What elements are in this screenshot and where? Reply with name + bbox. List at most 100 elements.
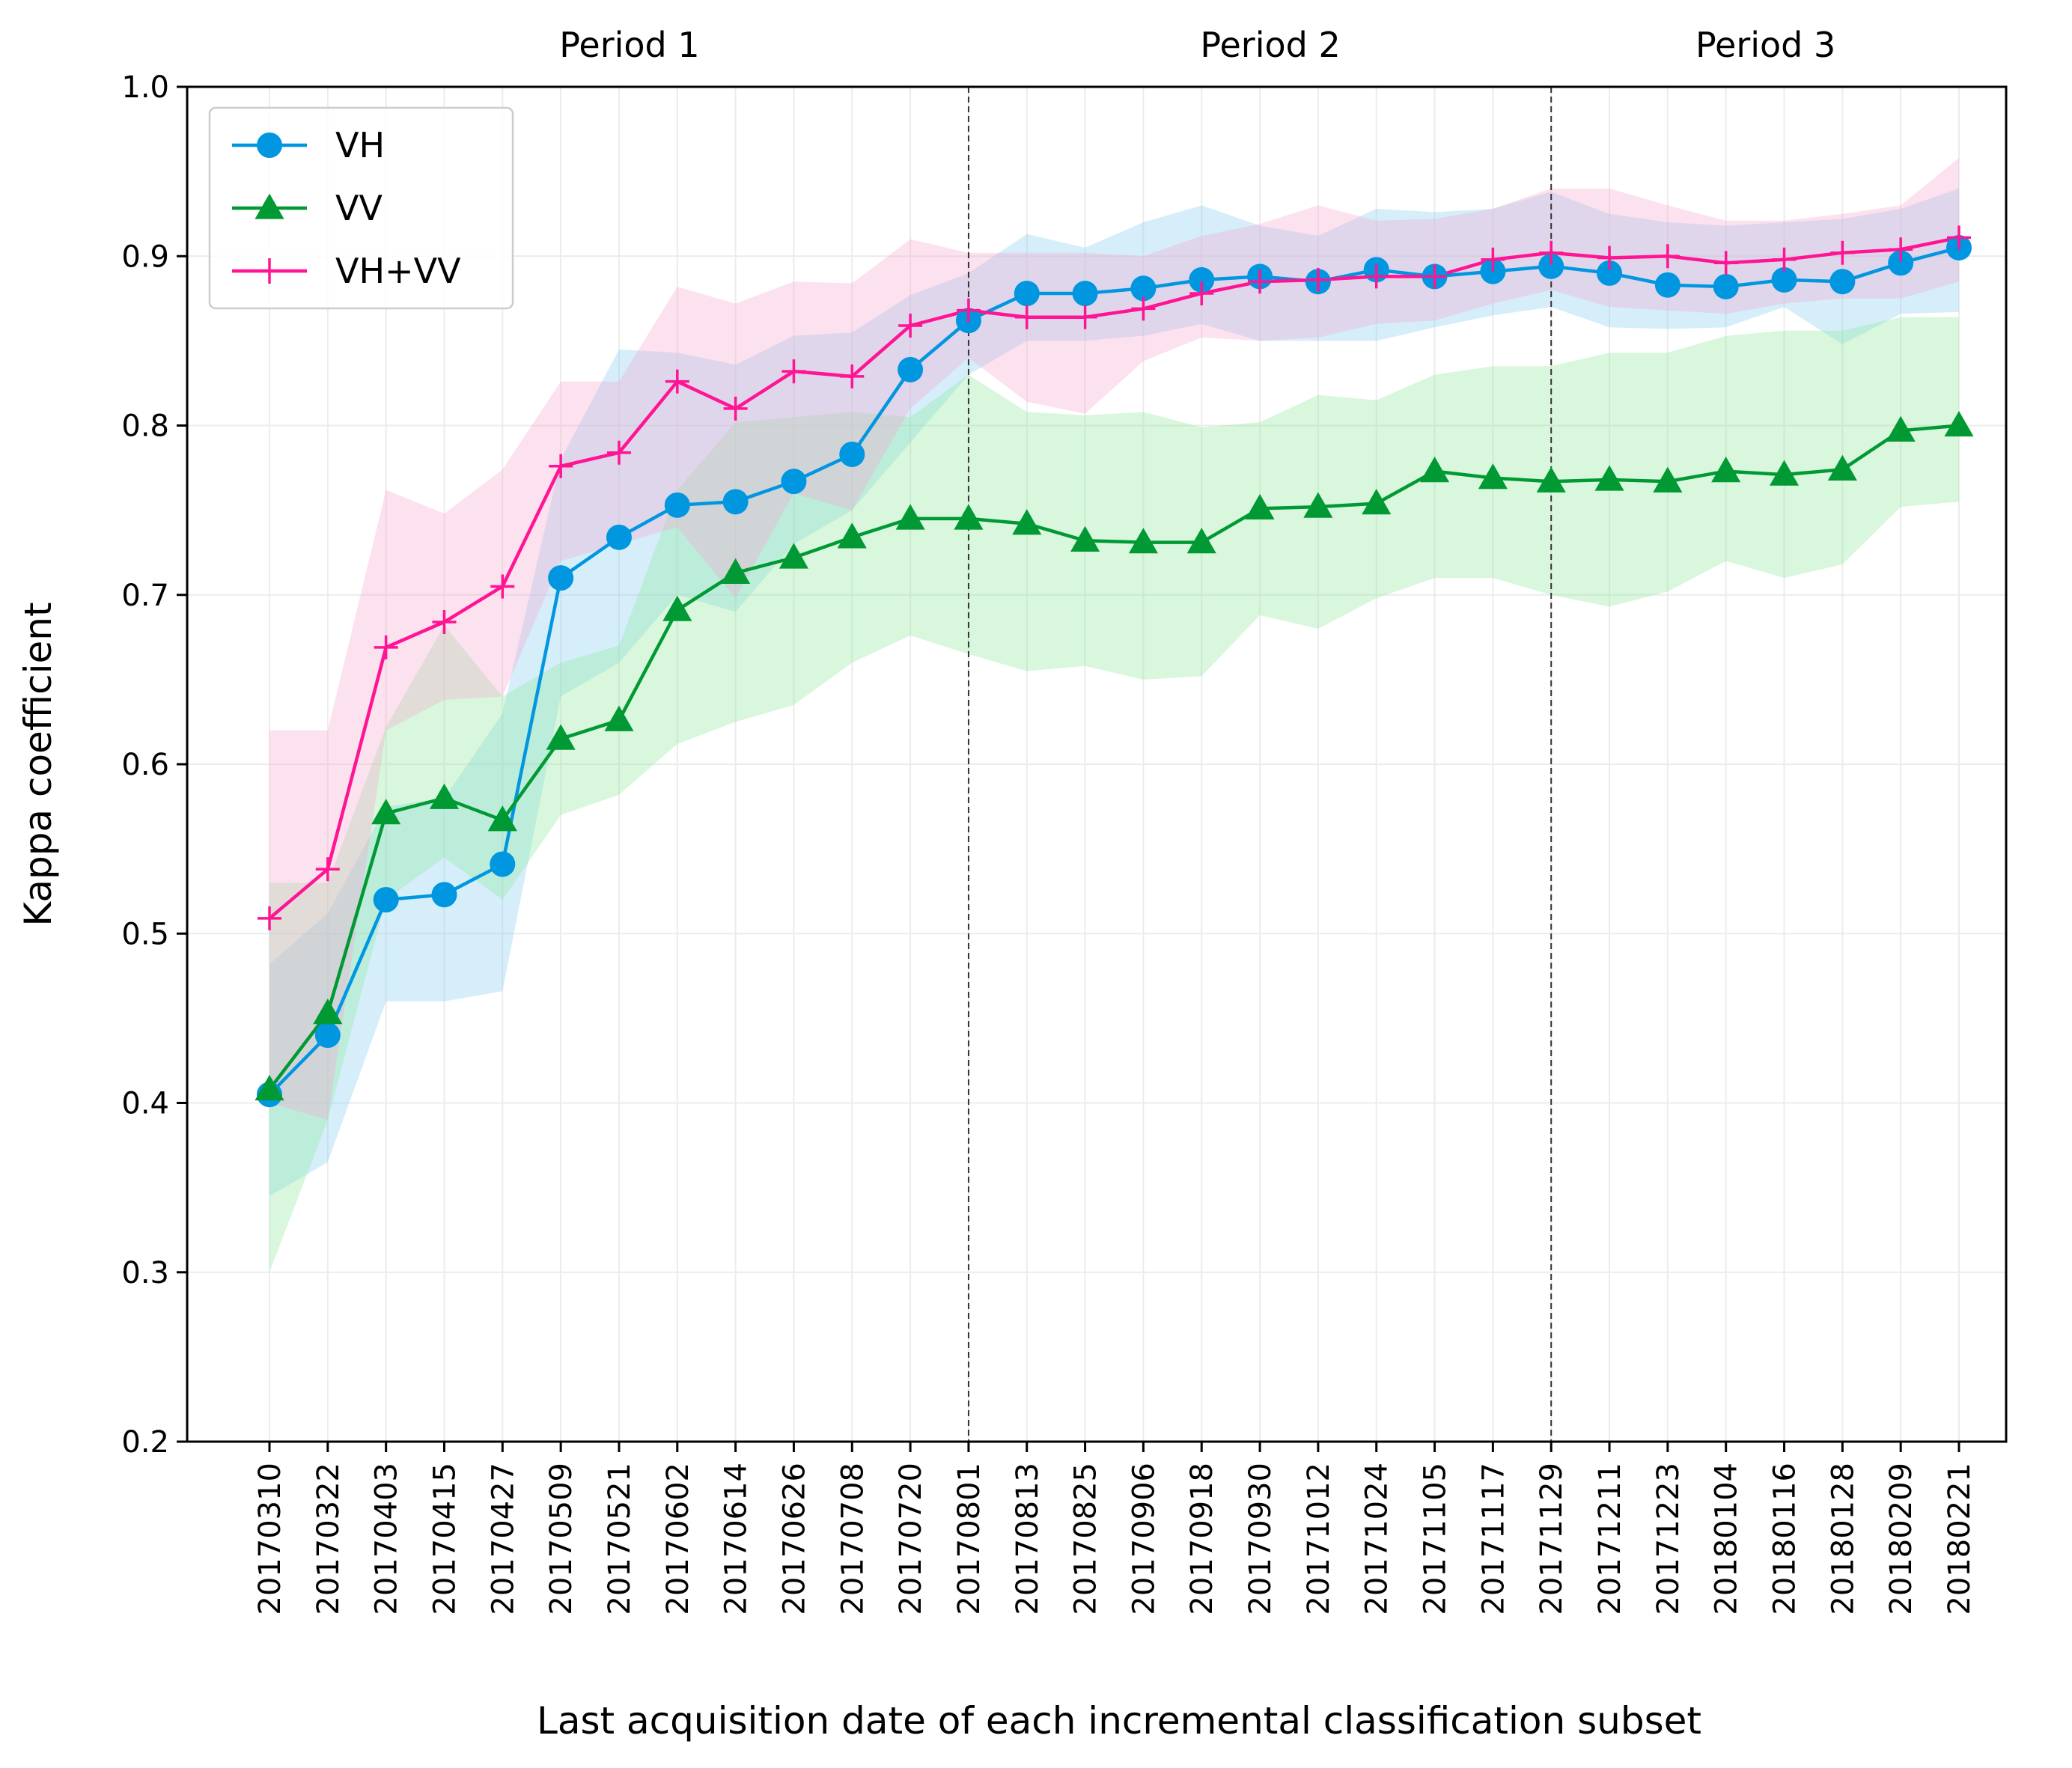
data-point-vh bbox=[898, 356, 924, 382]
data-point-vh-vv bbox=[1131, 296, 1156, 321]
data-point-vh-vv bbox=[258, 906, 281, 930]
data-point-vv bbox=[1186, 528, 1216, 554]
data-point-vh-vv bbox=[665, 369, 689, 394]
y-tick-label: 0.5 bbox=[121, 917, 169, 951]
data-point-vv bbox=[604, 705, 634, 731]
data-point-vh bbox=[1829, 269, 1856, 295]
x-tick-label: 20170521 bbox=[603, 1463, 637, 1615]
data-point-vh-vv bbox=[781, 359, 806, 384]
x-tick-label: 20170813 bbox=[1011, 1463, 1045, 1615]
data-point-vh-vv bbox=[1947, 225, 1971, 250]
legend-label-vh-vv: VH+VV bbox=[335, 251, 461, 291]
y-tick-label: 0.3 bbox=[121, 1256, 169, 1290]
data-point-vh-vv bbox=[549, 454, 573, 478]
data-point-vv bbox=[255, 1074, 284, 1101]
data-point-vv bbox=[313, 999, 343, 1025]
data-point-vh bbox=[722, 489, 749, 515]
data-point-vh bbox=[314, 1022, 341, 1048]
data-point-vh bbox=[781, 469, 807, 495]
legend-marker-vh-vv bbox=[257, 258, 282, 284]
data-point-vh bbox=[1072, 281, 1098, 307]
data-point-vv bbox=[1653, 466, 1683, 493]
data-point-vh-vv bbox=[1305, 267, 1330, 292]
data-point-vv bbox=[1128, 528, 1158, 554]
data-point-vh bbox=[431, 882, 457, 908]
data-point-vh bbox=[1597, 260, 1623, 286]
y-tick-label: 0.7 bbox=[121, 579, 169, 613]
data-point-vh-vv bbox=[898, 314, 923, 338]
data-point-vh-vv bbox=[606, 440, 631, 465]
x-axis-title: Last acquisition date of each incrementa… bbox=[537, 1699, 1701, 1743]
x-tick-label: 20170310 bbox=[253, 1463, 287, 1615]
y-tick-label: 0.8 bbox=[121, 409, 169, 444]
period-label: Period 1 bbox=[559, 25, 699, 65]
x-tick-label: 20171211 bbox=[1593, 1463, 1627, 1615]
legend-label-vv: VV bbox=[335, 188, 383, 228]
legend-box bbox=[208, 106, 514, 310]
data-point-vv bbox=[1362, 489, 1392, 515]
data-point-vv bbox=[487, 805, 517, 832]
data-point-vh-vv bbox=[374, 635, 398, 659]
data-point-vh-vv bbox=[1539, 240, 1564, 265]
series-line-vv bbox=[268, 424, 1960, 1091]
data-point-vv bbox=[954, 504, 984, 530]
data-point-vh bbox=[1130, 275, 1157, 302]
data-point-vh-vv bbox=[1772, 247, 1797, 272]
data-point-vh-vv bbox=[1014, 305, 1039, 329]
data-point-vv bbox=[1594, 465, 1624, 491]
data-point-vv bbox=[1827, 454, 1857, 481]
x-tick-label: 20170801 bbox=[952, 1463, 987, 1615]
band-vh bbox=[269, 188, 1959, 1196]
data-point-vv bbox=[837, 522, 867, 549]
legend-marker-vh bbox=[257, 132, 282, 158]
data-point-vh-vv bbox=[1481, 247, 1505, 272]
x-tick-label: 20170708 bbox=[835, 1463, 870, 1615]
x-tick-label: 20171129 bbox=[1535, 1463, 1569, 1615]
x-tick-label: 20171117 bbox=[1476, 1463, 1511, 1615]
data-point-vh-vv bbox=[1422, 264, 1447, 289]
y-tick-label: 0.6 bbox=[121, 748, 169, 782]
data-point-vh bbox=[1014, 281, 1040, 307]
data-point-vh-vv bbox=[1889, 237, 1913, 262]
x-tick-label: 20170906 bbox=[1127, 1463, 1161, 1615]
data-point-vv bbox=[1070, 525, 1100, 552]
x-tick-label: 20170602 bbox=[661, 1463, 695, 1615]
x-tick-label: 20180116 bbox=[1768, 1463, 1803, 1615]
data-point-vh-vv bbox=[1597, 246, 1622, 270]
x-tick-label: 20180128 bbox=[1826, 1463, 1860, 1615]
y-tick-label: 0.9 bbox=[121, 240, 169, 274]
data-point-vh bbox=[1654, 272, 1681, 298]
data-point-vv bbox=[662, 595, 692, 621]
data-point-vv bbox=[429, 783, 460, 809]
grid-lines bbox=[187, 86, 2006, 1442]
data-point-vh bbox=[606, 524, 632, 550]
data-point-vh bbox=[490, 851, 516, 877]
data-point-vv bbox=[1303, 492, 1333, 518]
x-tick-label: 20170626 bbox=[777, 1463, 811, 1615]
data-point-vh-vv bbox=[1830, 240, 1855, 265]
y-tick-label: 1.0 bbox=[121, 70, 169, 105]
legend: VH VV VH+VV bbox=[208, 106, 514, 310]
x-tick-label: 20170415 bbox=[427, 1463, 462, 1615]
x-tick-label: 20170930 bbox=[1243, 1463, 1278, 1615]
legend-marker-vv bbox=[255, 193, 284, 219]
data-point-vh-vv bbox=[490, 574, 515, 599]
x-tick-label: 20170509 bbox=[544, 1463, 579, 1615]
series-markers bbox=[255, 225, 1974, 1108]
x-tick-label: 20180104 bbox=[1710, 1463, 1744, 1615]
x-tick-label: 20170403 bbox=[370, 1463, 404, 1615]
data-point-vv bbox=[1245, 493, 1275, 520]
x-tick-label: 20171223 bbox=[1651, 1463, 1686, 1615]
data-point-vh bbox=[1538, 253, 1564, 279]
y-axis-ticks: 0.2 0.3 0.4 0.5 0.6 0.7 0.8 0.9 1.0 bbox=[121, 70, 187, 1460]
band-vv bbox=[269, 317, 1959, 1272]
data-point-vh-vv bbox=[1189, 281, 1214, 306]
x-axis-ticks: 20170310 20170322 20170403 20170415 20170427… bbox=[253, 1442, 1977, 1615]
data-point-vv bbox=[1944, 410, 1974, 437]
band-vh-vv bbox=[269, 158, 1959, 1121]
data-point-vh-vv bbox=[1364, 264, 1389, 289]
period-labels: Period 1 Period 2 Period 3 bbox=[559, 25, 1835, 65]
data-point-vh-vv bbox=[1073, 305, 1097, 329]
data-point-vh bbox=[373, 887, 399, 912]
data-point-vh bbox=[839, 441, 865, 467]
